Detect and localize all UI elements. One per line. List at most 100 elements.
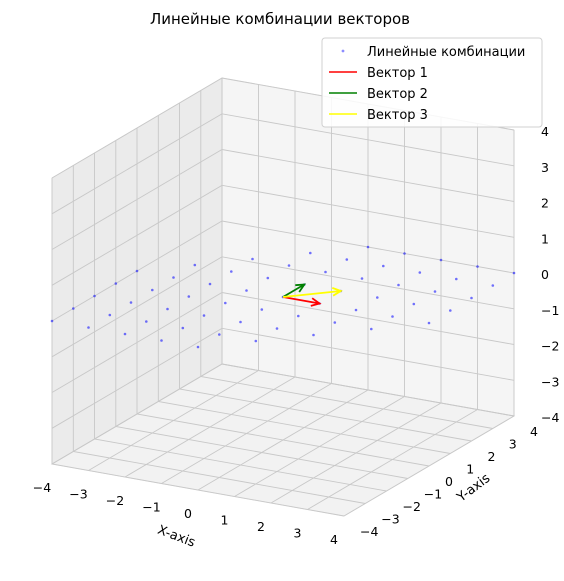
scatter-point [218,333,221,336]
x-tick-label: −3 [69,487,87,502]
z-tick-label: −1 [541,303,559,318]
vector-arrows [282,283,343,307]
x-tick-label: 0 [184,506,192,521]
grid-line-y [221,78,515,417]
scatter-point [151,288,154,292]
scatter-point [376,296,379,299]
scatter-point [418,271,422,274]
scatter-point [470,296,473,300]
scatter-point [254,339,258,343]
scatter-point [160,339,163,342]
grid-line-y [157,115,451,454]
vector-1-shaft [282,296,320,305]
z-tick-label: 0 [541,267,549,282]
grid-line-y [200,90,493,429]
y-tick-label: −2 [403,499,421,514]
scatter-point [251,257,254,261]
z-tick-label: 3 [541,160,549,175]
scatter-point [476,265,479,268]
scatter-point [135,269,139,273]
y-tick-label: 0 [445,474,453,489]
legend: Линейные комбинации Вектор 1 Вектор 2 Ве… [321,37,543,128]
scatter-point [491,284,495,287]
vector-1-head [310,297,322,307]
scatter-point [382,264,385,268]
legend-label-vector-3: Вектор 3 [367,108,428,123]
scatter-point [230,270,233,273]
vector-2-shaft [282,283,305,298]
scatter-point [449,309,452,312]
y-tick-label: 1 [466,462,474,477]
z-tick-label: 2 [541,196,549,211]
grid-line-y [94,153,387,492]
scatter-point [345,258,349,261]
z-tick-label: 1 [541,231,549,246]
scatter-point [287,264,291,267]
y-tick-label: −3 [381,512,399,527]
scatter-point [324,270,327,274]
scatter-point [512,271,516,275]
chart-title: Линейные комбинации векторов [150,10,410,28]
x-tick-label: −1 [142,500,160,515]
x-tick-label: −2 [106,493,124,508]
vector-2-head [295,283,307,293]
z-tick-label: −4 [541,410,559,425]
scatter-point [370,327,373,331]
z-tick-label: −2 [541,339,559,354]
legend-marker-combinations [341,49,345,53]
scatter-point [208,282,212,286]
grid-line-y [72,165,366,504]
z-tick-label: −3 [541,374,559,389]
scatter-point [366,245,370,249]
scatter-point [309,251,312,255]
scatter-point [239,320,242,324]
scatter-point [333,321,337,324]
scatter-point [72,307,75,310]
scatter-point [297,314,300,318]
grid-line-y [115,140,408,479]
scatter-point [172,276,175,279]
scatter-point [123,332,127,336]
y-tick-label: 3 [509,437,517,452]
x-tick-label: 1 [221,513,229,528]
scatter-point [397,283,400,287]
scatter-point [439,258,443,262]
scatter-point [93,294,96,298]
x-tick-label: 4 [330,532,338,547]
scatter-point [427,321,431,325]
scatter-point [145,320,148,323]
scatter-point [266,276,270,280]
scatter-point [275,327,279,330]
scatter-point [224,301,227,305]
scatter-point [354,308,358,312]
scatter-point [412,302,416,306]
scatter-point [187,295,191,298]
scatter-point [312,333,315,337]
scatter-point [403,252,406,255]
scatter-point [433,290,437,293]
scatter-point [455,277,458,281]
scatter-point [260,308,264,311]
scatter-point [196,345,200,349]
scatter-point [360,277,364,280]
vector-3-shaft [282,290,341,298]
y-tick-label: −4 [360,524,378,539]
x-tick-label: 2 [257,519,265,534]
vector-3-head [331,287,343,297]
legend-frame [321,37,543,128]
scatter-point [193,263,197,267]
x-tick-label: 3 [294,526,302,541]
grid-line-y [179,103,472,442]
y-tick-label: −1 [424,487,442,502]
scatter-point [391,315,394,318]
y-tick-label: 2 [488,449,496,464]
legend-label-vector-2: Вектор 2 [367,87,428,102]
scatter-point [50,319,54,323]
legend-label-combinations: Линейные комбинации [367,45,525,60]
legend-label-vector-1: Вектор 1 [367,66,428,81]
scatter-point [114,282,118,285]
scatter-point [202,314,206,317]
x-axis-label: X-axis [155,523,197,551]
